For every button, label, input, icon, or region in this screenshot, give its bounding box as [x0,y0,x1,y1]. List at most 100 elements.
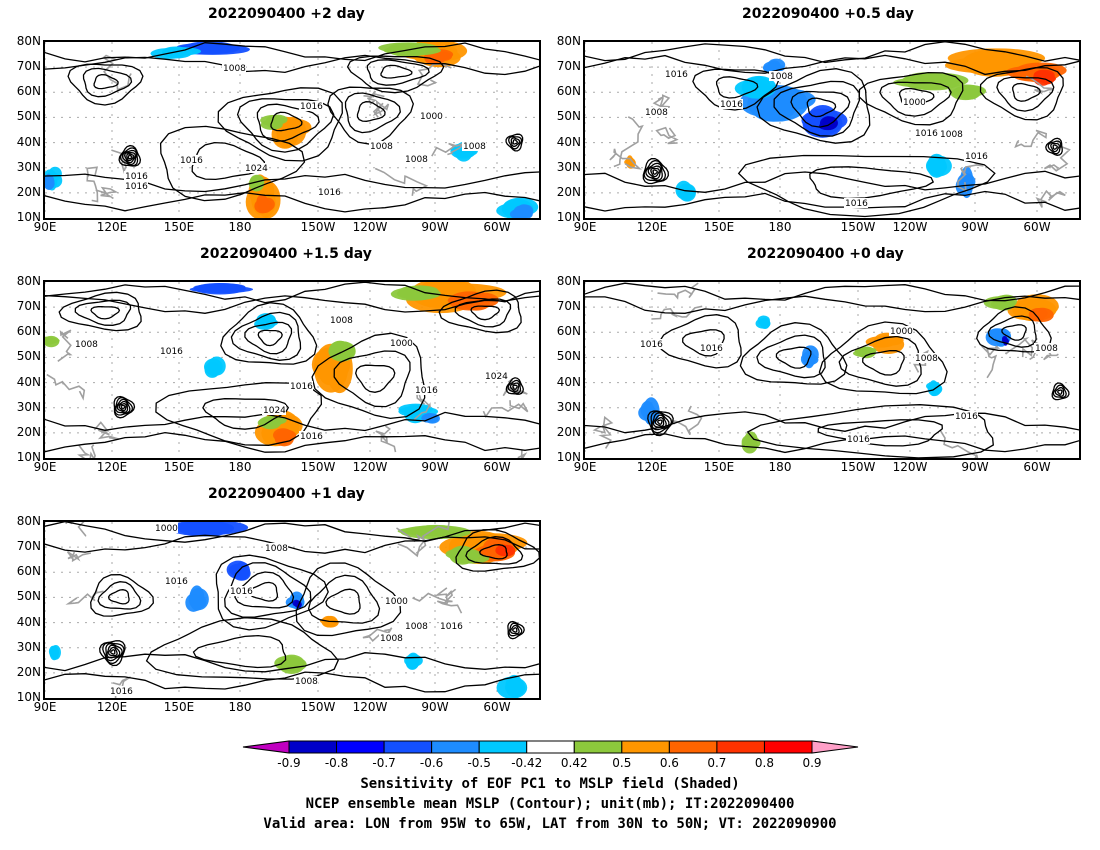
contour-label-bg [294,676,318,686]
map-plot: 1008 1016 1008 1016 1000 1024 1016 1016 1024 [45,282,539,458]
lon-tick-label: 60W [1023,460,1051,474]
colorbar-swatch [526,740,575,754]
contour-label-bg [264,543,288,553]
sensitivity-shade [509,204,534,218]
lat-tick-label: 30N [16,159,41,174]
contour-label-bg [74,339,98,349]
lon-tick-label: 90E [33,460,57,474]
lat-tick-label: 10N [556,450,581,464]
contour-label: 1008 [75,340,98,350]
lon-tick-label: 120W [352,700,388,714]
panel-title: 2022090400 +1 day [208,486,365,502]
contour-label-bg [317,187,341,197]
map-frame-plus2day: 1008 1016 1016 1016 1008 1024 1016 1008 1000 1008… [43,40,541,220]
contour-label-bg [329,315,353,325]
contour-label-bg [439,621,463,631]
contour-label: 1016 [965,152,988,162]
sensitivity-shade [185,585,209,612]
lat-tick-label: 40N [556,374,581,389]
mslp-contours [585,42,1079,218]
lon-tick-label: 90W [961,220,989,234]
contour-label: 1008 [770,72,793,82]
contour-label: 1016 [318,188,341,198]
lon-tick-label: 90W [421,460,449,474]
contour-label-bg [846,434,870,444]
contour-label: 1016 [230,587,253,597]
lat-tick-label: 70N [16,539,41,554]
lat-tick-label: 60N [556,324,581,339]
lat-tick-label: 20N [16,184,41,199]
colorbar-swatch [573,740,623,754]
lon-tick-label: 90E [573,460,597,474]
lon-tick-label: 90E [33,700,57,714]
lon-tick-label: 90W [961,460,989,474]
contour-label-bg [639,339,663,349]
sensitivity-shade [496,674,528,698]
colorbar [242,740,859,754]
contour-label-bg [124,181,148,191]
lon-tick-label: 150W [840,220,876,234]
lat-tick-label: 60N [556,84,581,99]
contour-label-bg [964,151,988,161]
contour-label-bg [222,63,246,73]
contour-label-bg [664,69,688,79]
contour-label: 1024 [485,372,508,382]
lat-tick-label: 20N [556,424,581,439]
lon-tick-label: 120W [352,460,388,474]
contour-label: 1016 [290,382,313,392]
contour-label: 1016 [700,344,723,354]
lon-tick-label: 120E [96,460,128,474]
panel-title: 2022090400 +0 day [747,246,904,262]
lon-tick-label: 120E [96,700,128,714]
lon-tick-label: 120E [636,460,668,474]
lon-tick-label: 60W [483,220,511,234]
colorbar-tick-label: 0.6 [659,756,679,770]
lat-tick-label: 60N [16,564,41,579]
contour-label-bg [419,111,443,121]
contour-label: 1016 [720,100,743,110]
colorbar-swatch [716,740,765,754]
lat-tick-label: 70N [16,299,41,314]
lon-tick-label: 90W [421,220,449,234]
lat-tick-label: 50N [16,349,41,364]
colorbar-tick-label: 0.5 [612,756,632,770]
colorbar-swatch [288,740,338,754]
lon-tick-label: 90W [421,700,449,714]
lat-tick-label: 20N [16,424,41,439]
contour-label-bg [889,326,913,336]
contour-label: 1016 [915,129,938,139]
lon-tick-label: 120E [96,220,128,234]
contour-label-bg [299,431,323,441]
sensitivity-shade [203,356,226,378]
colorbar-tick-label: 0.42 [560,756,588,770]
lon-tick-label: 150E [703,460,735,474]
contour-label: 1008 [265,544,288,554]
contour-label-bg [902,97,926,107]
contour-label-bg [914,353,938,363]
contour-label-bg [164,576,188,586]
contour-label: 1000 [385,597,408,607]
lon-tick-label: 150E [703,220,735,234]
map-frame-plus1.5day: 1008 1016 1008 1016 1000 1024 1016 1016 1024 [43,280,541,460]
colorbar-tick-label: -0.8 [324,756,349,770]
lon-tick-label: 180 [228,220,252,234]
contour-label: 1016 [300,102,323,112]
contour-label-bg [939,129,963,139]
sensitivity-shade [495,544,516,557]
lon-tick-label: 120W [352,220,388,234]
sensitivity-shade [853,346,877,359]
lat-tick-label: 50N [556,349,581,364]
contour-label: 1016 [440,622,463,632]
sensitivity-shade [1001,335,1010,346]
lat-tick-label: 40N [16,374,41,389]
lat-tick-label: 30N [16,639,41,654]
colorbar-min-arrow [242,740,290,754]
contour-label: 1016 [300,432,323,442]
contour-label-bg [699,343,723,353]
sensitivity-shade [45,335,60,348]
contour-label: 1000 [420,112,443,122]
sensitivity-shade [254,194,275,214]
contour-label-bg [844,198,868,208]
contour-label: 1024 [245,164,268,174]
colorbar-swatch [621,740,670,754]
